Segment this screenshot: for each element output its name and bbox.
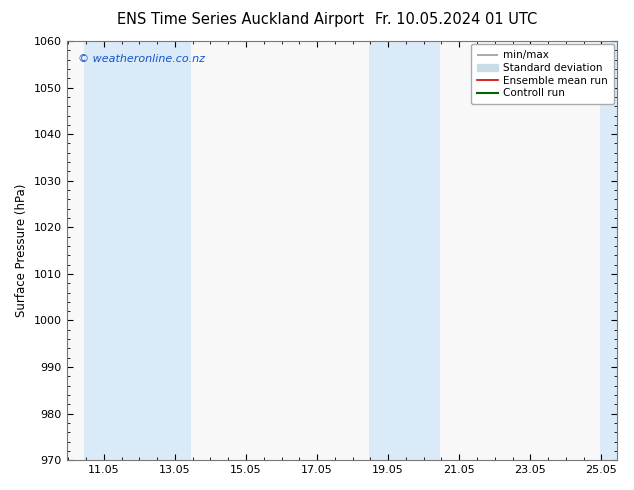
Bar [155,41,191,460]
Legend: min/max, Standard deviation, Ensemble mean run, Controll run: min/max, Standard deviation, Ensemble me… [471,44,614,104]
Text: Fr. 10.05.2024 01 UTC: Fr. 10.05.2024 01 UTC [375,12,538,27]
Bar [600,41,618,460]
Y-axis label: Surface Pressure (hPa): Surface Pressure (hPa) [15,184,28,318]
Bar [368,41,404,460]
Bar [404,41,440,460]
Text: © weatheronline.co.nz: © weatheronline.co.nz [77,53,205,64]
Text: ENS Time Series Auckland Airport: ENS Time Series Auckland Airport [117,12,365,27]
Bar [84,41,155,460]
